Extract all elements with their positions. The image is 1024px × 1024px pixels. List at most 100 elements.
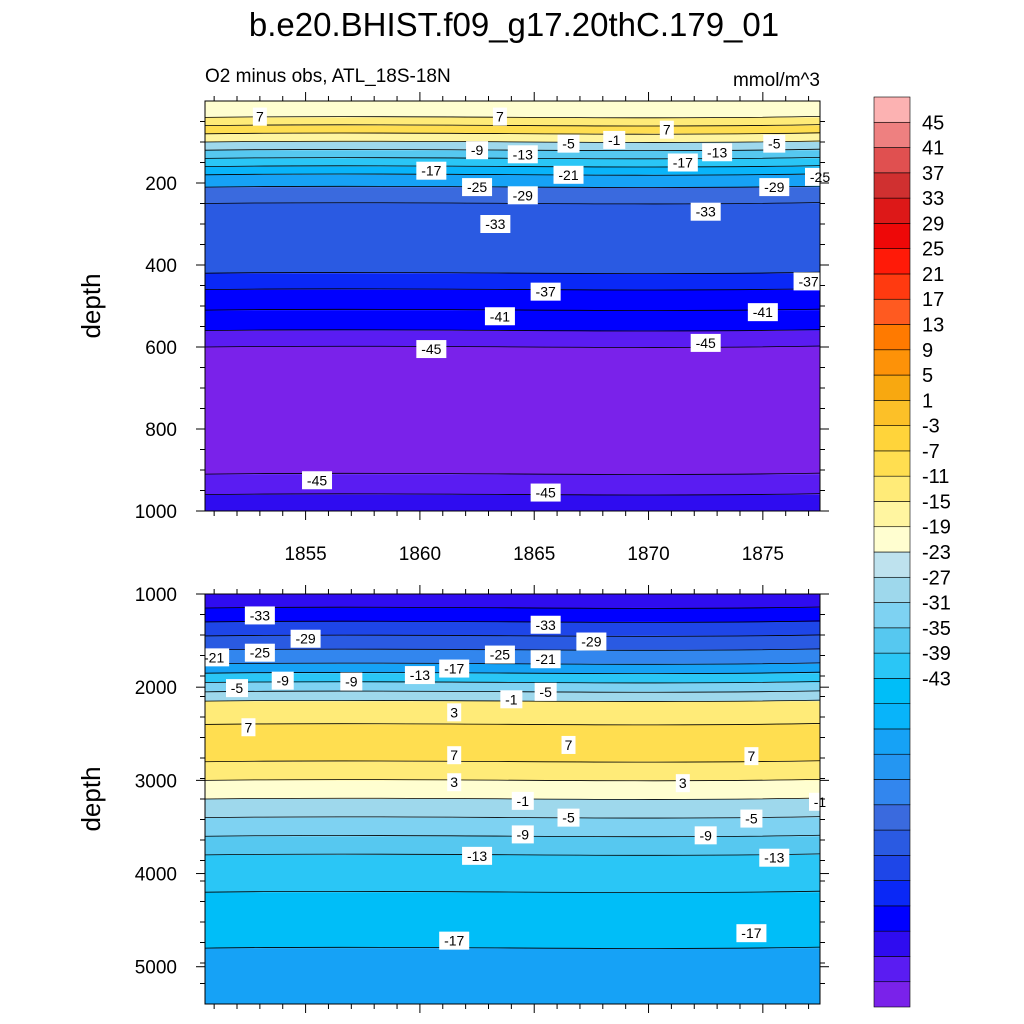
contour-label: -33 (480, 215, 511, 233)
svg-text:-17: -17 (673, 155, 693, 171)
contour-label: -9 (271, 671, 294, 690)
svg-text:-37: -37 (798, 273, 818, 289)
contour-label: -25 (244, 643, 275, 662)
x-tick-label: 1865 (513, 544, 555, 565)
contour-line (204, 329, 821, 332)
contour-label: -17 (439, 931, 470, 950)
svg-text:1000: 1000 (135, 585, 177, 606)
colorbar-box (873, 298, 911, 325)
colorbar-box (873, 551, 911, 578)
contour-band (205, 724, 820, 762)
colorbar-label: -35 (922, 618, 951, 640)
contour-label: 7 (447, 746, 462, 765)
colorbar-box (873, 374, 911, 401)
svg-text:-13: -13 (467, 848, 487, 864)
colorbar-box (873, 905, 911, 932)
colorbar-box (873, 880, 911, 907)
svg-text:-9: -9 (517, 826, 530, 842)
svg-text:5000: 5000 (135, 958, 177, 979)
svg-text:7: 7 (663, 122, 671, 138)
contour-band (205, 780, 820, 799)
colorbar-box (873, 678, 911, 704)
svg-text:-1: -1 (517, 793, 530, 809)
colorbar-boxes (873, 96, 911, 1008)
svg-text:2000: 2000 (135, 678, 177, 699)
bottom-contour-fill (205, 594, 820, 1004)
colorbar-box (873, 324, 911, 351)
contour-label: -29 (290, 629, 321, 648)
colorbar-label: 21 (922, 264, 944, 286)
colorbar-box (873, 804, 911, 831)
svg-text:-33: -33 (536, 617, 556, 633)
contour-label: -33 (244, 606, 275, 625)
contour-label: -5 (740, 809, 763, 828)
top-x-axis: 1855 1860 1865 1870 1875 (213, 92, 810, 565)
colorbar-box (873, 829, 911, 856)
colorbar: 45 41 37 33 29 25 21 17 13 9 5 1 -3 -7 -11 -15 -19 -23 -27… (873, 96, 951, 1008)
svg-text:7: 7 (245, 719, 253, 735)
colorbar-label: 13 (922, 315, 944, 337)
svg-text:3: 3 (679, 775, 687, 791)
colorbar-box (873, 400, 911, 426)
contour-line (204, 778, 821, 782)
contour-label: -29 (507, 186, 538, 205)
svg-text:-1: -1 (608, 132, 621, 148)
svg-text:-5: -5 (562, 136, 575, 152)
contour-band (205, 273, 820, 290)
svg-text:-5: -5 (231, 680, 244, 696)
contour-label: -37 (530, 282, 561, 301)
colorbar-box (873, 450, 911, 477)
contour-band (205, 673, 820, 683)
colorbar-label: -27 (922, 567, 951, 589)
contour-label: -13 (462, 846, 493, 865)
x-tick-label: 1875 (742, 544, 784, 565)
y-tick: 1000 (135, 502, 829, 523)
contour-band (205, 635, 820, 650)
colorbar-box (873, 96, 911, 123)
colorbar-box (873, 475, 911, 502)
colorbar-box (873, 576, 911, 603)
contour-line (204, 173, 821, 176)
svg-text:-13: -13 (707, 144, 727, 160)
colorbar-box (873, 627, 911, 654)
colorbar-box (873, 779, 911, 806)
svg-text:-13: -13 (764, 850, 784, 866)
contour-line (204, 853, 821, 856)
svg-text:3: 3 (450, 704, 458, 720)
svg-text:-17: -17 (444, 933, 464, 949)
colorbar-box (873, 273, 911, 300)
contour-band (205, 594, 820, 608)
svg-text:-45: -45 (307, 472, 327, 488)
contour-line (204, 816, 821, 819)
contour-band (205, 174, 820, 188)
colorbar-label: -43 (922, 668, 951, 690)
svg-text:-37: -37 (536, 284, 556, 300)
colorbar-box (873, 652, 911, 679)
colorbar-box (873, 602, 911, 629)
contour-label: -13 (507, 145, 538, 164)
chart-title: b.e20.BHIST.f09_g17.20thC.179_01 (249, 6, 779, 43)
contour-label: 3 (447, 773, 462, 792)
contour-line (204, 472, 821, 475)
contour-line (204, 140, 821, 143)
y-tick: 5000 (135, 958, 829, 979)
colorbar-label: -15 (922, 491, 951, 513)
contour-band (205, 761, 820, 781)
contour-label: -1 (511, 791, 534, 810)
svg-text:-1: -1 (505, 691, 518, 707)
colorbar-label: 33 (922, 188, 944, 210)
contour-line (204, 116, 821, 119)
contour-label: -1 (500, 690, 523, 709)
contour-band (205, 836, 820, 855)
colorbar-box (873, 703, 911, 730)
contour-label: 7 (744, 747, 759, 766)
contour-label: 7 (241, 718, 256, 737)
svg-text:-29: -29 (513, 187, 533, 203)
colorbar-label: 1 (922, 390, 933, 412)
contour-label: -9 (466, 141, 489, 160)
top-contour-labels: 7 77-1-5 -5-9 -13 -13-17-17-21-25-25-29-29-3… (252, 107, 835, 502)
svg-text:-21: -21 (536, 651, 556, 667)
svg-text:1000: 1000 (135, 502, 177, 523)
colorbar-label: 41 (922, 138, 944, 160)
